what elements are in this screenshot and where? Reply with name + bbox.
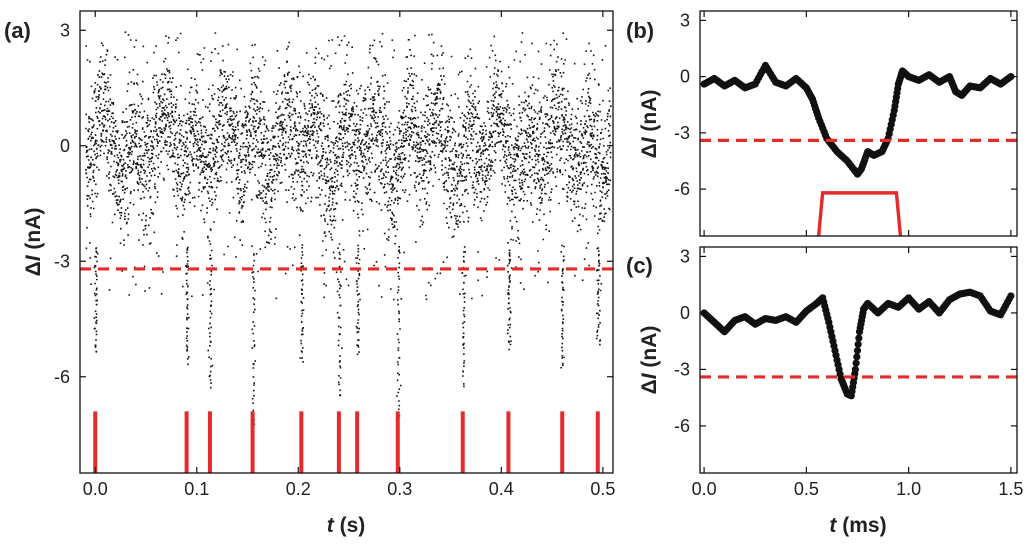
panel-a: 0.0 0.1 0.2 0.3 0.4 0.5 3 0 -3 -6 t (s) ΔI (nA) [22,10,615,537]
panel-a-x-axis-label: t (s) [327,514,366,537]
y-tick-label: 0 [680,67,690,87]
y-tick-label: 0 [680,303,690,323]
y-tick-label: 3 [680,246,690,266]
data-point-interp [854,340,862,348]
x-tick-label: 0.0 [83,479,108,499]
panel-c-frame [699,246,1018,474]
x-tick-label: 1.0 [896,479,921,499]
panel-a-frame [79,10,614,474]
y-tick-label: 3 [60,20,70,40]
y-tick-label: -3 [54,251,70,271]
data-point-interp [853,346,862,355]
event-pulse-marker [816,191,903,237]
panel-a-current-trace [85,31,612,426]
y-tick-label: 3 [680,10,690,30]
panel-c-series [700,288,1015,400]
y-tick-label: -3 [674,123,690,143]
panel-b-y-axis-label: ΔI (nA) [638,90,661,159]
panel-c: 0.0 0.5 1.0 1.5 3 0 -3 -6 t (ms) ΔI (nA) [638,246,1023,537]
panel-c-ticks: 0.0 0.5 1.0 1.5 3 0 -3 -6 [674,246,1023,499]
panel-b-label: (b) [626,18,654,43]
data-point [1007,73,1015,81]
y-tick-label: -6 [674,179,690,199]
y-tick-label: -6 [54,367,70,387]
panel-b: 3 0 -3 -6 ΔI (nA) [638,10,1018,237]
panel-c-x-axis-label: t (ms) [829,514,886,537]
panel-a-event-markers [93,411,600,473]
data-point-interp [855,334,863,342]
panel-b-event-marker [816,191,903,237]
y-tick-label: 0 [60,136,70,156]
data-point [1007,292,1015,300]
y-tick-label: -6 [674,416,690,436]
x-tick-label: 0.4 [489,479,514,499]
data-point-interp [853,353,861,361]
data-point [851,365,860,374]
x-tick-label: 0.0 [692,479,717,499]
panel-c-label: (c) [626,253,653,278]
panel-b-frame [699,10,1018,237]
panel-a-label: (a) [4,18,31,43]
panel-a-series [85,31,612,426]
x-tick-label: 0.5 [794,479,819,499]
x-tick-label: 0.3 [387,479,412,499]
panel-a-y-axis-label: ΔI (nA) [22,208,45,277]
data-point-interp [852,359,860,367]
panel-c-y-axis-label: ΔI (nA) [638,326,661,395]
x-tick-label: 1.5 [998,479,1023,499]
panel-a-ticks: 0.0 0.1 0.2 0.3 0.4 0.5 3 0 -3 -6 [54,11,615,499]
panel-b-ticks: 3 0 -3 -6 [674,10,1017,236]
panel-b-series [700,61,1015,178]
x-tick-label: 0.1 [184,479,209,499]
y-tick-label: -3 [674,359,690,379]
x-tick-label: 0.5 [590,479,615,499]
x-tick-label: 0.2 [286,479,311,499]
